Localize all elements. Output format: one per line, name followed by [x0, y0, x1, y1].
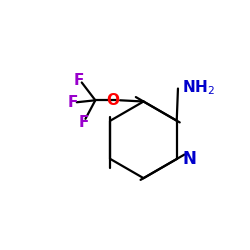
Text: F: F — [79, 115, 90, 130]
Text: N: N — [182, 150, 196, 168]
Text: F: F — [74, 74, 84, 88]
Text: F: F — [67, 95, 78, 110]
Text: O: O — [106, 93, 119, 108]
Text: NH$_2$: NH$_2$ — [182, 78, 216, 97]
